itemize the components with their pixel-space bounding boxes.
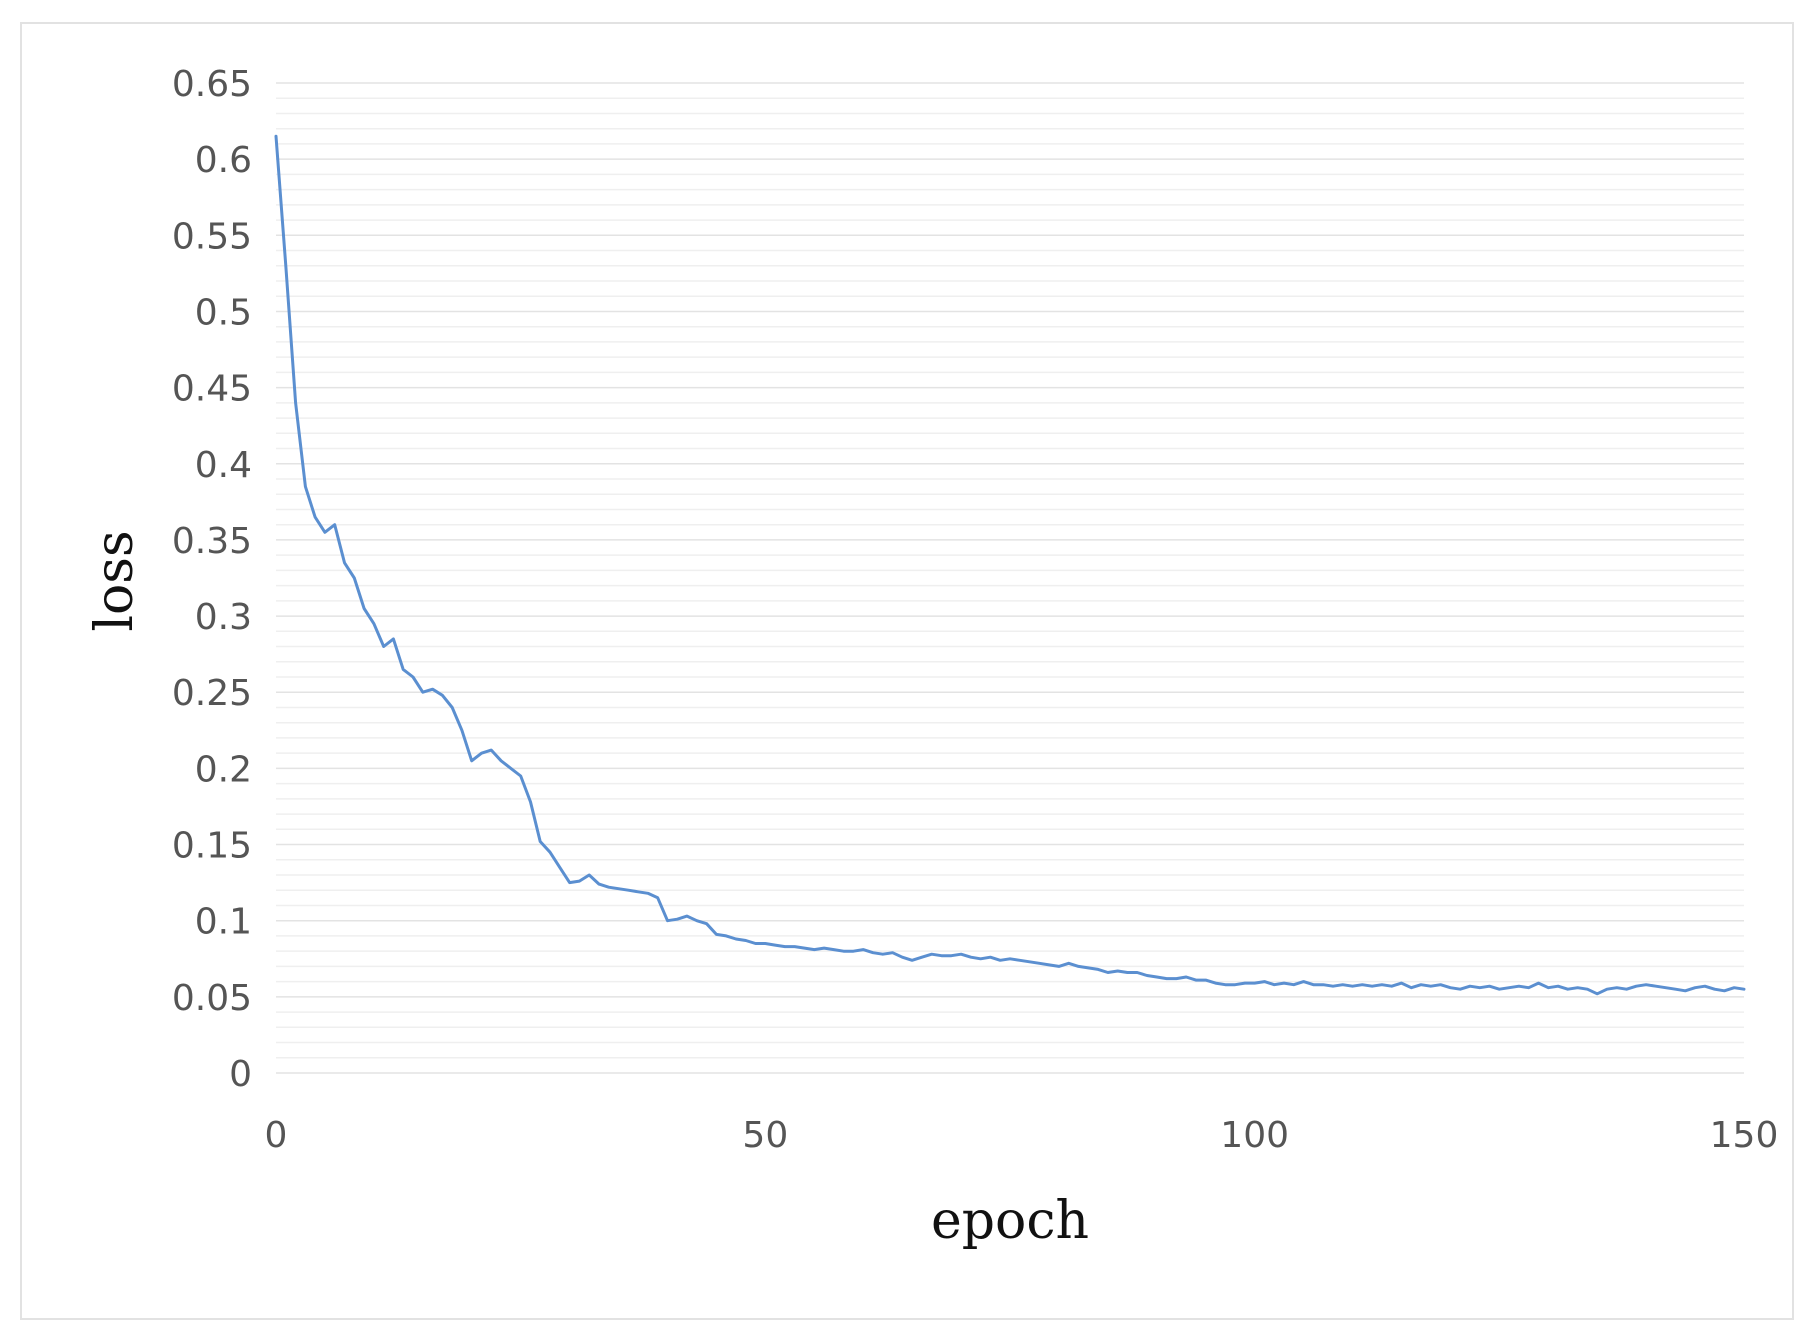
y-tick-label: 0.05 (172, 978, 252, 1019)
y-axis-title: loss (85, 530, 145, 631)
y-tick-label: 0.15 (172, 826, 252, 867)
x-tick-label: 50 (742, 1115, 788, 1156)
y-tick-label: 0.35 (172, 521, 252, 562)
x-axis-ticks: 0 50 100 150 (265, 1115, 1779, 1156)
y-tick-label: 0.5 (195, 292, 252, 333)
y-tick-label: 0.65 (172, 64, 252, 105)
y-tick-label: 0 (229, 1054, 252, 1095)
y-tick-label: 0.55 (172, 216, 252, 257)
y-tick-label: 0.4 (195, 445, 252, 486)
x-tick-label: 150 (1710, 1115, 1779, 1156)
y-tick-label: 0.25 (172, 673, 252, 714)
x-tick-label: 0 (265, 1115, 288, 1156)
y-tick-label: 0.1 (195, 902, 252, 943)
y-tick-label: 0.45 (172, 369, 252, 410)
series-line (274, 134, 1746, 996)
y-tick-label: 0.6 (195, 140, 252, 181)
x-tick-label: 100 (1220, 1115, 1289, 1156)
y-axis-ticks: 0 0.05 0.1 0.15 0.2 0.25 0.3 0.35 0.4 0.45 0.5 0.55… (172, 64, 252, 1095)
x-axis-title: epoch (931, 1191, 1089, 1251)
grid-lines (276, 82, 1744, 1074)
chart-frame (20, 22, 1794, 1320)
y-tick-label: 0.3 (195, 597, 252, 638)
y-tick-label: 0.2 (195, 749, 252, 790)
